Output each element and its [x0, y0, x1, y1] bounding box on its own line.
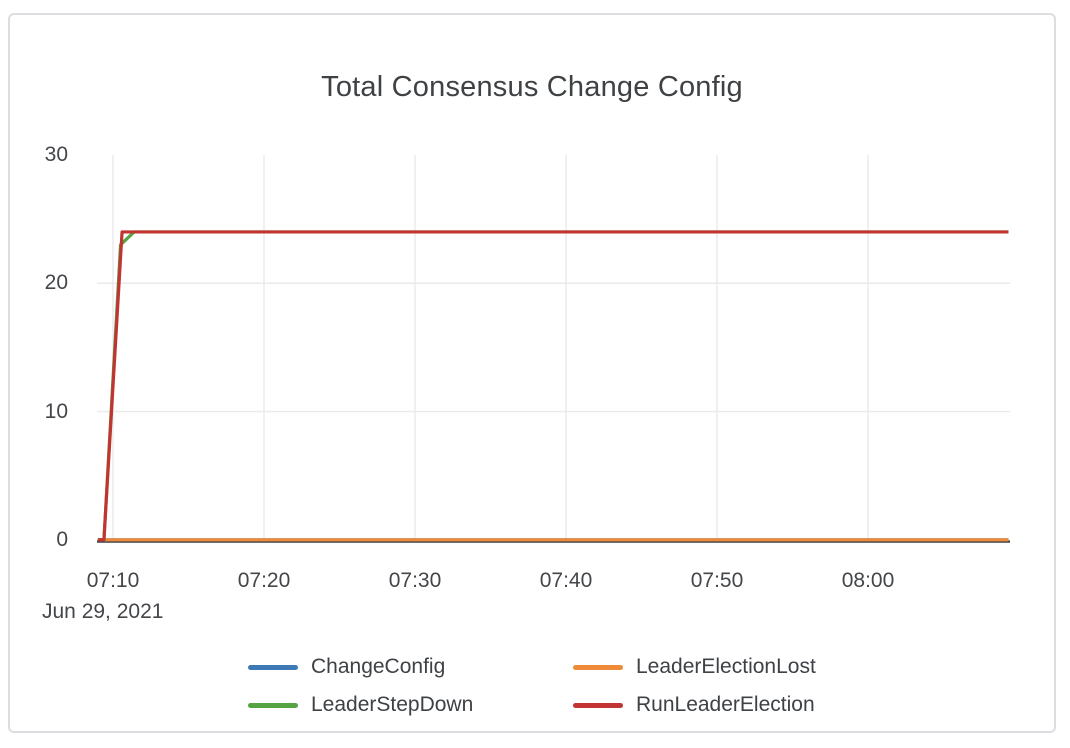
legend-item-RunLeaderElection[interactable]: RunLeaderElection [573, 690, 816, 720]
x-axis-date-label: Jun 29, 2021 [42, 600, 164, 623]
legend-swatch-LeaderElectionLost [573, 664, 623, 670]
x-tick-label-07:20: 07:20 [237, 569, 291, 592]
legend-item-LeaderStepDown[interactable]: LeaderStepDown [248, 690, 573, 720]
y-tick-label-30: 30 [44, 142, 68, 166]
x-tick-label-07:30: 07:30 [388, 569, 442, 592]
legend-label: RunLeaderElection [636, 693, 815, 716]
chart-legend: ChangeConfig LeaderElectionLost LeaderStep… [248, 652, 816, 720]
legend-label: LeaderStepDown [311, 693, 474, 716]
legend-swatch-LeaderStepDown [248, 702, 298, 708]
x-tick-label-08:00: 08:00 [841, 569, 895, 592]
y-tick-label-20: 20 [44, 271, 68, 295]
chart-title: Total Consensus Change Config [321, 71, 743, 103]
legend-label: LeaderElectionLost [636, 655, 816, 678]
series-line-LeaderStepDown [97, 230, 1009, 542]
chart-card: Total Consensus Change Config [8, 13, 1056, 733]
x-tick-label-07:10: 07:10 [86, 569, 140, 592]
y-tick-label-10: 10 [44, 399, 68, 423]
legend-swatch-RunLeaderElection [573, 702, 623, 708]
x-tick-label-07:40: 07:40 [539, 569, 593, 592]
y-tick-label-0: 0 [56, 527, 68, 551]
x-tick-label-07:50: 07:50 [690, 569, 744, 592]
legend-swatch-ChangeConfig [248, 664, 298, 670]
legend-label: ChangeConfig [311, 655, 446, 678]
legend-item-LeaderElectionLost[interactable]: LeaderElectionLost [573, 652, 816, 682]
series-line-RunLeaderElection [97, 230, 1009, 542]
legend-item-ChangeConfig[interactable]: ChangeConfig [248, 652, 573, 682]
